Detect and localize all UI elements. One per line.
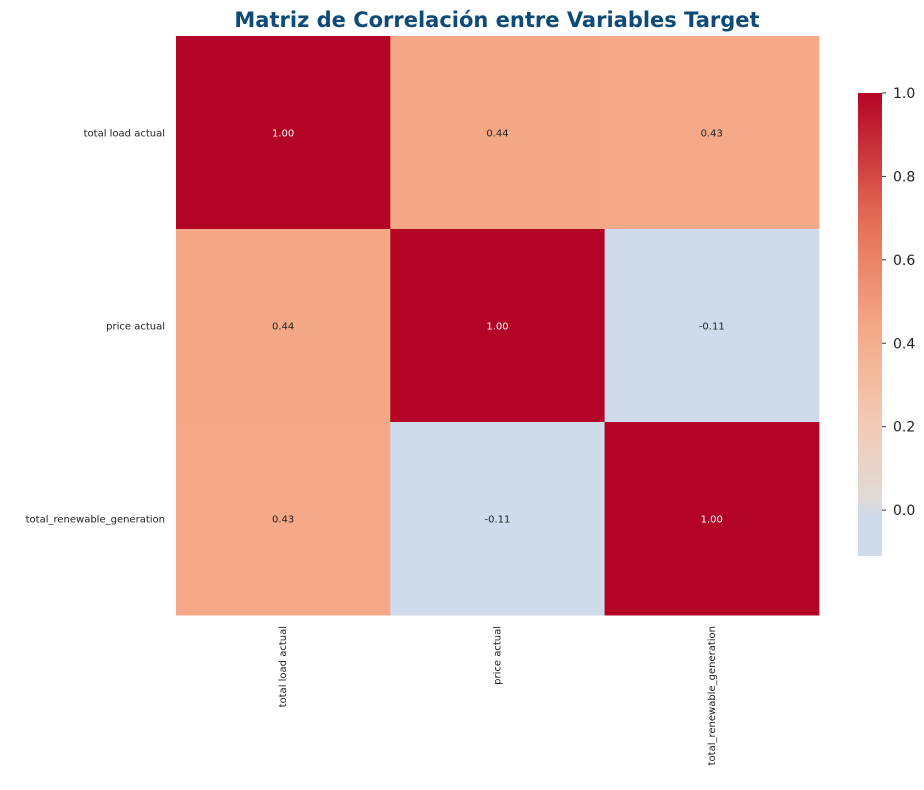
x-axis-tick-labels: total load actual price actual total_renew… <box>278 626 718 765</box>
chart-title: Matriz de Correlación entre Variables Ta… <box>234 8 759 32</box>
heatmap-cells: 1.00 0.44 0.43 0.44 1.00 -0.11 0.43 -0.11 1.00 <box>176 36 820 616</box>
colorbar-tick-label-0: 0.0 <box>893 503 915 519</box>
colorbar-tick-label-2: 0.4 <box>893 336 915 352</box>
cell-value-label-r1-c2: -0.11 <box>699 322 725 333</box>
y-tick-label-1: price actual <box>106 322 165 333</box>
cell-value-label-r0-c2: 0.43 <box>701 129 723 140</box>
heatmap-cell-r0-c0 <box>176 36 391 230</box>
colorbar-tick-label-3: 0.6 <box>893 253 915 269</box>
cell-value-label-r2-c0: 0.43 <box>272 515 294 526</box>
heatmap-cell-r0-c1 <box>390 36 606 230</box>
cell-value-label-r2-c2: 1.00 <box>701 515 723 526</box>
cell-value-label-r0-c0: 1.00 <box>272 129 294 140</box>
cell-value-label-r1-c1: 1.00 <box>486 322 508 333</box>
heatmap-cell-r1-c0 <box>176 229 391 423</box>
heatmap-cell-r2-c2 <box>604 422 820 616</box>
heatmap-cell-r2-c1 <box>390 422 606 616</box>
x-tick-label-0: total load actual <box>278 626 289 707</box>
x-tick-label-2: total_renewable_generation <box>707 626 718 765</box>
y-tick-label-0: total load actual <box>84 129 165 140</box>
heatmap-cell-r1-c1 <box>390 229 606 423</box>
colorbar: 0.0 0.2 0.4 0.6 0.8 1.0 <box>858 86 915 556</box>
heatmap-cell-r0-c2 <box>604 36 820 230</box>
cell-value-label-r2-c1: -0.11 <box>485 515 511 526</box>
cell-value-label-r0-c1: 0.44 <box>486 129 508 140</box>
x-tick-label-1: price actual <box>492 626 503 685</box>
heatmap-cell-r2-c0 <box>176 422 391 616</box>
colorbar-gradient <box>858 93 882 556</box>
colorbar-tick-label-5: 1.0 <box>893 86 915 102</box>
cell-value-label-r1-c0: 0.44 <box>272 322 294 333</box>
y-axis-tick-labels: total load actual price actual total_renew… <box>26 129 165 526</box>
heatmap-cell-r1-c2 <box>604 229 820 423</box>
y-tick-label-2: total_renewable_generation <box>26 515 165 526</box>
colorbar-tick-label-4: 0.8 <box>893 169 915 185</box>
colorbar-tick-label-1: 0.2 <box>893 420 915 436</box>
